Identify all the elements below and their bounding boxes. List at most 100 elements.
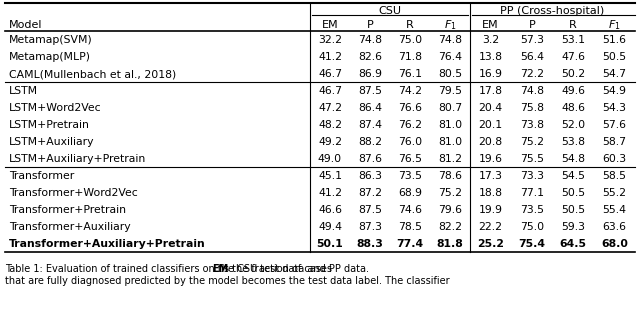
Text: 87.2: 87.2 bbox=[358, 188, 382, 198]
Text: 82.2: 82.2 bbox=[438, 223, 462, 232]
Text: 77.4: 77.4 bbox=[396, 239, 424, 249]
Text: Table 1: Evaluation of trained classifiers on the CSU test data and PP data.: Table 1: Evaluation of trained classifie… bbox=[5, 264, 372, 274]
Text: $F_1$: $F_1$ bbox=[608, 18, 621, 32]
Text: 75.8: 75.8 bbox=[520, 103, 544, 113]
Text: 47.2: 47.2 bbox=[318, 103, 342, 113]
Text: 55.4: 55.4 bbox=[602, 205, 627, 215]
Text: 50.5: 50.5 bbox=[561, 205, 585, 215]
Text: 81.2: 81.2 bbox=[438, 154, 462, 164]
Text: 88.3: 88.3 bbox=[356, 239, 383, 249]
Text: 77.1: 77.1 bbox=[520, 188, 544, 198]
Text: CAML(Mullenbach et al., 2018): CAML(Mullenbach et al., 2018) bbox=[9, 69, 176, 79]
Text: 59.3: 59.3 bbox=[561, 223, 585, 232]
Text: Transformer+Auxiliary+Pretrain: Transformer+Auxiliary+Pretrain bbox=[9, 239, 205, 249]
Text: 52.0: 52.0 bbox=[561, 120, 585, 130]
Text: Metamap(SVM): Metamap(SVM) bbox=[9, 35, 93, 45]
Text: 73.3: 73.3 bbox=[520, 171, 544, 181]
Text: 58.7: 58.7 bbox=[602, 137, 627, 147]
Text: 80.5: 80.5 bbox=[438, 69, 462, 79]
Text: 80.7: 80.7 bbox=[438, 103, 462, 113]
Text: 87.4: 87.4 bbox=[358, 120, 382, 130]
Text: 20.1: 20.1 bbox=[479, 120, 502, 130]
Text: 56.4: 56.4 bbox=[520, 52, 544, 62]
Text: 76.5: 76.5 bbox=[398, 154, 422, 164]
Text: 78.6: 78.6 bbox=[438, 171, 462, 181]
Text: 87.3: 87.3 bbox=[358, 223, 382, 232]
Text: 25.2: 25.2 bbox=[477, 239, 504, 249]
Text: 17.8: 17.8 bbox=[479, 86, 502, 96]
Text: 82.6: 82.6 bbox=[358, 52, 382, 62]
Text: PP (Cross-hospital): PP (Cross-hospital) bbox=[500, 6, 605, 16]
Text: Transformer+Pretrain: Transformer+Pretrain bbox=[9, 205, 126, 215]
Text: 54.8: 54.8 bbox=[561, 154, 585, 164]
Text: 18.8: 18.8 bbox=[479, 188, 502, 198]
Text: $F_1$: $F_1$ bbox=[444, 18, 456, 32]
Text: 3.2: 3.2 bbox=[482, 35, 499, 45]
Text: 49.2: 49.2 bbox=[318, 137, 342, 147]
Text: 50.1: 50.1 bbox=[317, 239, 344, 249]
Text: 73.5: 73.5 bbox=[398, 171, 422, 181]
Text: 74.8: 74.8 bbox=[520, 86, 544, 96]
Text: 68.9: 68.9 bbox=[398, 188, 422, 198]
Text: LSTM: LSTM bbox=[9, 86, 38, 96]
Text: 49.0: 49.0 bbox=[318, 154, 342, 164]
Text: 60.3: 60.3 bbox=[602, 154, 627, 164]
Text: 50.2: 50.2 bbox=[561, 69, 585, 79]
Text: 22.2: 22.2 bbox=[479, 223, 502, 232]
Text: 87.6: 87.6 bbox=[358, 154, 382, 164]
Text: 75.2: 75.2 bbox=[520, 137, 544, 147]
Text: 57.6: 57.6 bbox=[602, 120, 627, 130]
Text: 51.6: 51.6 bbox=[602, 35, 627, 45]
Text: 58.5: 58.5 bbox=[602, 171, 627, 181]
Text: 41.2: 41.2 bbox=[318, 188, 342, 198]
Text: 74.6: 74.6 bbox=[398, 205, 422, 215]
Text: CSU: CSU bbox=[378, 6, 401, 16]
Text: 32.2: 32.2 bbox=[318, 35, 342, 45]
Text: 75.0: 75.0 bbox=[398, 35, 422, 45]
Text: is the fraction of cases: is the fraction of cases bbox=[218, 264, 332, 274]
Text: 76.6: 76.6 bbox=[398, 103, 422, 113]
Text: 74.8: 74.8 bbox=[358, 35, 382, 45]
Text: 47.6: 47.6 bbox=[561, 52, 585, 62]
Text: 46.7: 46.7 bbox=[318, 69, 342, 79]
Text: 86.9: 86.9 bbox=[358, 69, 382, 79]
Text: 71.8: 71.8 bbox=[398, 52, 422, 62]
Text: 54.7: 54.7 bbox=[602, 69, 627, 79]
Text: 75.4: 75.4 bbox=[518, 239, 545, 249]
Text: EM: EM bbox=[212, 264, 228, 274]
Text: 76.0: 76.0 bbox=[398, 137, 422, 147]
Text: 74.8: 74.8 bbox=[438, 35, 462, 45]
Text: R: R bbox=[569, 20, 577, 30]
Text: 54.9: 54.9 bbox=[602, 86, 627, 96]
Text: 53.1: 53.1 bbox=[561, 35, 585, 45]
Text: 41.2: 41.2 bbox=[318, 52, 342, 62]
Text: Metamap(MLP): Metamap(MLP) bbox=[9, 52, 91, 62]
Text: 87.5: 87.5 bbox=[358, 86, 382, 96]
Text: 86.3: 86.3 bbox=[358, 171, 382, 181]
Text: LSTM+Word2Vec: LSTM+Word2Vec bbox=[9, 103, 102, 113]
Text: 19.9: 19.9 bbox=[479, 205, 502, 215]
Text: 88.2: 88.2 bbox=[358, 137, 382, 147]
Text: Model: Model bbox=[9, 20, 42, 30]
Text: Transformer+Word2Vec: Transformer+Word2Vec bbox=[9, 188, 138, 198]
Text: 20.8: 20.8 bbox=[479, 137, 502, 147]
Text: 49.4: 49.4 bbox=[318, 223, 342, 232]
Text: 54.3: 54.3 bbox=[602, 103, 627, 113]
Text: Transformer+Auxiliary: Transformer+Auxiliary bbox=[9, 223, 131, 232]
Text: 81.8: 81.8 bbox=[436, 239, 463, 249]
Text: 72.2: 72.2 bbox=[520, 69, 544, 79]
Text: R: R bbox=[406, 20, 414, 30]
Text: 19.6: 19.6 bbox=[479, 154, 502, 164]
Text: 68.0: 68.0 bbox=[601, 239, 628, 249]
Text: LSTM+Pretrain: LSTM+Pretrain bbox=[9, 120, 90, 130]
Text: 48.6: 48.6 bbox=[561, 103, 585, 113]
Text: 53.8: 53.8 bbox=[561, 137, 585, 147]
Text: 46.6: 46.6 bbox=[318, 205, 342, 215]
Text: EM: EM bbox=[483, 20, 499, 30]
Text: 13.8: 13.8 bbox=[479, 52, 502, 62]
Text: 79.6: 79.6 bbox=[438, 205, 462, 215]
Text: P: P bbox=[367, 20, 373, 30]
Text: 81.0: 81.0 bbox=[438, 137, 462, 147]
Text: 50.5: 50.5 bbox=[561, 188, 585, 198]
Text: 63.6: 63.6 bbox=[602, 223, 627, 232]
